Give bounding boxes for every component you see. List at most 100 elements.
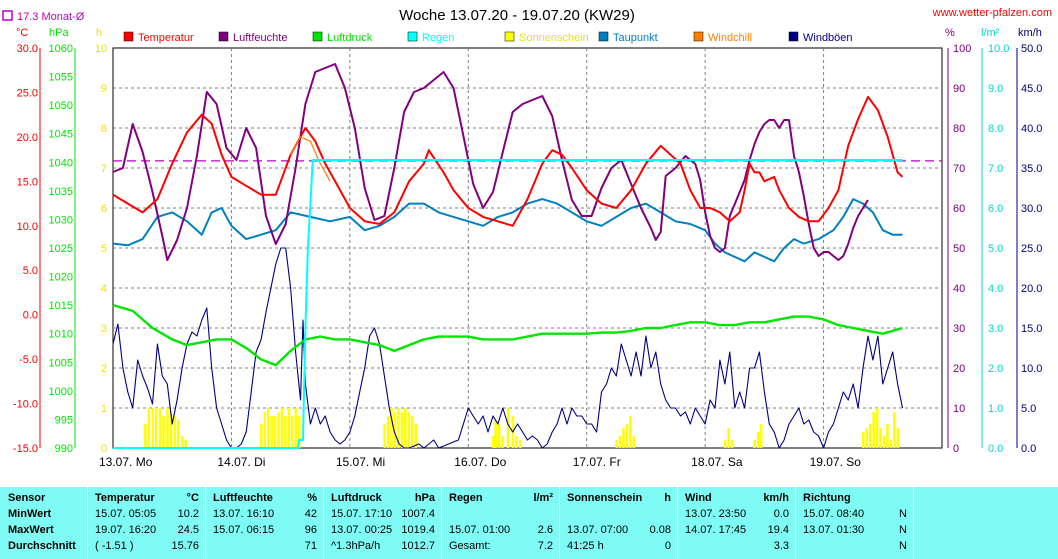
sunshine-bar — [862, 432, 865, 448]
tick-label-pressure: 1045 — [49, 129, 73, 141]
unit-pressure: hPa — [49, 27, 69, 39]
tick-label-pressure: 1030 — [49, 214, 73, 226]
sunshine-bar — [390, 408, 393, 448]
sunshine-bar — [154, 408, 158, 448]
sunshine-bar — [263, 412, 266, 448]
sunshine-bar — [280, 408, 284, 448]
tick-label-sun: 1 — [101, 403, 107, 415]
day-label: 18.07. Sa — [691, 455, 743, 469]
sunshine-bar — [169, 412, 173, 448]
sunshine-bar — [400, 412, 404, 448]
sunshine-bar — [497, 424, 501, 448]
sunshine-bar — [144, 424, 147, 448]
stats-header-label: Sonnenschein — [567, 492, 643, 504]
stats-header-unit: km/h — [763, 492, 789, 504]
sunshine-bar — [501, 436, 504, 448]
sunshine-bar — [875, 408, 879, 448]
weather-chart: 30.025.020.015.010.05.00.0-5.0-10.0-15.0… — [2, 7, 1052, 469]
tick-label-wind: 25.0 — [1021, 243, 1042, 255]
stats-cell-time: 15.07. 05:05 — [95, 508, 157, 520]
sunshine-bar — [727, 428, 730, 448]
grid-lines — [113, 48, 942, 448]
tick-label-pressure: 1025 — [49, 243, 73, 255]
legend-label: Windchill — [708, 32, 752, 44]
stats-cell-time: 13.07. 23:50 — [685, 508, 747, 520]
stats-cell-value: 1012.7 — [401, 540, 435, 552]
tick-label-humidity: 10 — [953, 403, 965, 415]
stats-column: Temperatur °C 15.07. 05:05 10.2 19.07. 16:20… — [88, 487, 206, 559]
stats-cell-value: 0.0 — [773, 508, 789, 520]
monthly-avg-marker — [2, 10, 13, 21]
sunshine-bar — [273, 416, 277, 448]
stats-cell-value: 1019.4 — [401, 524, 435, 536]
sunshine-bar — [506, 408, 510, 448]
sunshine-bar — [162, 416, 165, 448]
stats-cell-value: 7.2 — [537, 540, 553, 552]
sunshine-bar — [393, 412, 397, 448]
legend-swatch — [598, 31, 609, 42]
stats-cell-time: 13.07. 07:00 — [567, 524, 629, 536]
tick-label-humidity: 20 — [953, 363, 965, 375]
sunshine-bar — [277, 412, 280, 448]
unit-humidity: % — [945, 27, 955, 39]
sunshine-bar — [294, 408, 298, 448]
series-line-luftdruck — [112, 303, 903, 367]
tick-label-temp: 30.0 — [17, 43, 38, 55]
tick-label-rain: 3.0 — [988, 323, 1003, 335]
sunshine-bar — [151, 408, 154, 448]
sunshine-bar — [868, 424, 872, 448]
tick-label-sun: 0 — [101, 443, 107, 455]
sunshine-bar — [759, 424, 763, 448]
tick-label-wind: 35.0 — [1021, 163, 1042, 175]
stats-column: Sonnenschein h 13.07. 07:00 0.08 41:25 h 0 — [560, 487, 678, 559]
tick-label-pressure: 1005 — [49, 357, 73, 369]
stats-column: Sensor MinWert MaxWert Durchschnitt — [0, 487, 88, 559]
series-line-windchill — [290, 136, 331, 182]
tick-label-rain: 4.0 — [988, 283, 1003, 295]
tick-label-humidity: 70 — [953, 163, 965, 175]
stats-header-unit: % — [307, 492, 317, 504]
tick-label-wind: 45.0 — [1021, 83, 1042, 95]
stats-cell-time: 15.07. 08:40 — [803, 508, 865, 520]
tick-label-temp: -5.0 — [19, 354, 38, 366]
day-label: 17.07. Fr — [573, 455, 621, 469]
legend-label: Regen — [422, 32, 454, 44]
tick-label-wind: 0.0 — [1021, 443, 1036, 455]
stats-row-label: Durchschnitt — [8, 540, 76, 552]
day-label: 15.07. Mi — [336, 455, 385, 469]
unit-temp: °C — [16, 27, 28, 39]
sunshine-bar — [865, 428, 869, 448]
tick-label-wind: 5.0 — [1021, 403, 1036, 415]
sunshine-bar — [896, 428, 900, 448]
stats-cell-value: N — [899, 540, 907, 552]
series-line-windböen — [112, 247, 904, 449]
sunshine-bar — [625, 424, 629, 448]
tick-label-sun: 3 — [101, 323, 107, 335]
legend-label: Windböen — [803, 32, 853, 44]
sunshine-bar — [753, 440, 756, 448]
legend-swatch — [788, 31, 799, 42]
tick-label-sun: 7 — [101, 163, 107, 175]
tick-label-humidity: 30 — [953, 323, 965, 335]
stats-cell-time: ( -1.51 ) — [95, 540, 134, 552]
sunshine-bar — [622, 428, 625, 448]
sunshine-bar — [632, 436, 636, 448]
site-link[interactable]: www.wetter-pfalzen.com — [932, 7, 1052, 19]
stats-cell-time: 19.07. 16:20 — [95, 524, 157, 536]
legend-swatch — [218, 31, 229, 42]
stats-header-unit: h — [664, 492, 671, 504]
tick-label-temp: 0.0 — [23, 310, 38, 322]
unit-rain: l/m² — [981, 27, 1000, 39]
day-label: 16.07. Do — [454, 455, 506, 469]
tick-label-temp: 5.0 — [23, 265, 38, 277]
tick-label-sun: 6 — [101, 203, 107, 215]
stats-header-label: Luftfeuchte — [213, 492, 273, 504]
tick-label-sun: 9 — [101, 83, 107, 95]
stats-header-label: Temperatur — [95, 492, 155, 504]
stats-cell-time: Gesamt: — [449, 540, 491, 552]
stats-cell-value: 1007.4 — [401, 508, 435, 520]
stats-cell-value: 19.4 — [767, 524, 789, 536]
tick-label-pressure: 1000 — [49, 386, 73, 398]
sunshine-bar — [889, 440, 893, 448]
stats-cell-value: 42 — [304, 508, 317, 520]
